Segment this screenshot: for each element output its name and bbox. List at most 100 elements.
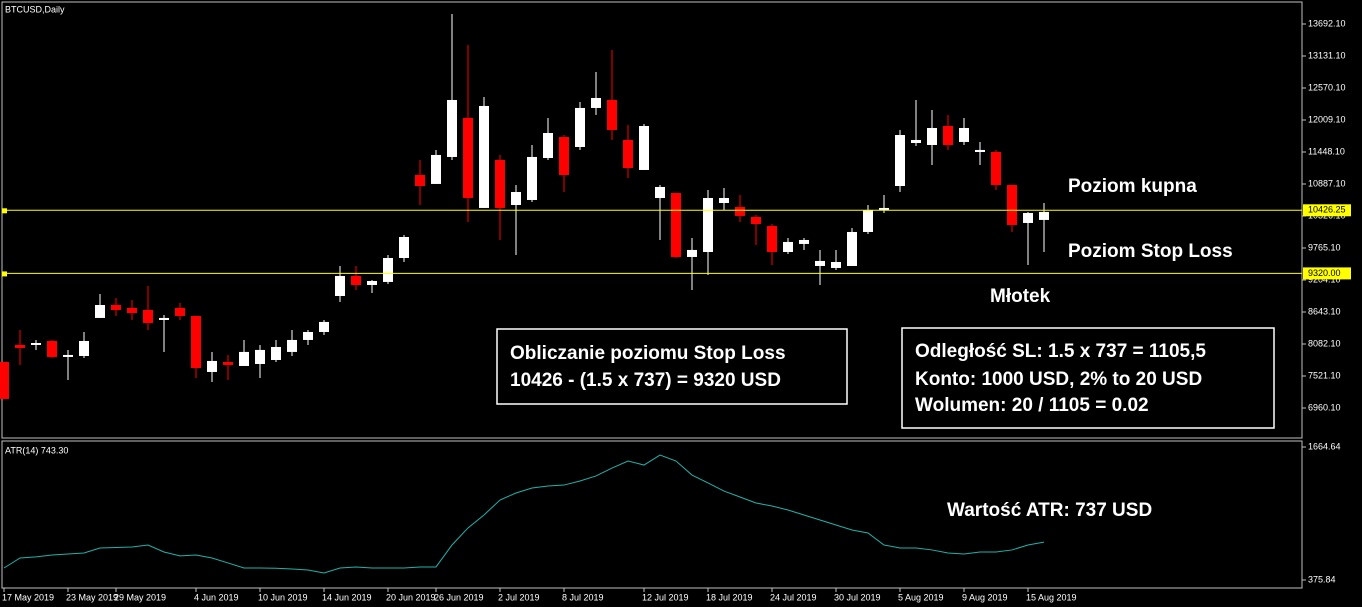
candle-body: [895, 135, 905, 187]
x-tick-label: 18 Jul 2019: [706, 592, 753, 602]
candle-body: [287, 339, 297, 352]
candle-body: [191, 315, 201, 368]
info-text: Konto: 1000 USD, 2% to 20 USD: [915, 369, 1202, 390]
candle-body: [831, 261, 841, 268]
candle-body: [751, 216, 761, 224]
candle-body: [623, 139, 633, 168]
y-tick-label: 13692.10: [1308, 18, 1346, 28]
candle-body: [847, 231, 857, 266]
atr-title: ATR(14) 743.30: [5, 445, 68, 455]
x-tick-label: 30 Jul 2019: [834, 592, 881, 602]
x-tick-label: 12 Jul 2019: [642, 592, 689, 602]
info-text: Obliczanie poziomu Stop Loss: [510, 343, 786, 364]
candle-body: [47, 340, 57, 357]
y-tick-label: 375.84: [1308, 574, 1336, 584]
candle-body: [687, 249, 697, 257]
y-tick-label: 1664.64: [1308, 441, 1341, 451]
candle-body: [175, 307, 185, 316]
candle-body: [671, 192, 681, 257]
candle-body: [975, 149, 985, 153]
candle-body: [63, 354, 73, 357]
candle-body: [1023, 212, 1033, 223]
info-text: Odległość SL: 1.5 x 737 = 1105,5: [915, 341, 1206, 362]
level-label-box: [1303, 267, 1351, 280]
candle-body: [431, 154, 441, 184]
level-marker: [2, 208, 7, 214]
x-tick-label: 20 Jun 2019: [386, 592, 436, 602]
level-marker: [2, 271, 7, 277]
candle-body: [79, 340, 89, 356]
candle-body: [879, 207, 889, 210]
candle-body: [863, 209, 873, 232]
candle-body: [367, 280, 377, 285]
annotation: Poziom Stop Loss: [1068, 241, 1233, 262]
candle-body: [591, 97, 601, 108]
x-tick-label: 10 Jun 2019: [258, 592, 308, 602]
x-tick-label: 4 Jun 2019: [194, 592, 239, 602]
y-tick-label: 8643.10: [1308, 306, 1341, 316]
candle-body: [479, 105, 489, 208]
y-tick-label: 10887.10: [1308, 178, 1346, 188]
candle-body: [127, 307, 137, 313]
candle-body: [415, 174, 425, 187]
candle-body: [0, 361, 9, 399]
info-text: 10426 - (1.5 x 737) = 9320 USD: [510, 370, 781, 391]
candle-body: [271, 346, 281, 360]
atr-line: [3, 454, 1045, 574]
candle-body: [15, 344, 25, 348]
x-tick-label: 8 Jul 2019: [562, 592, 604, 602]
x-tick-label: 17 May 2019: [2, 592, 54, 602]
y-tick-label: 8082.10: [1308, 338, 1341, 348]
candle-body: [607, 99, 617, 130]
annotation: Wartość ATR: 737 USD: [947, 500, 1152, 521]
candle-body: [783, 241, 793, 253]
candle-body: [815, 260, 825, 266]
candle-body: [543, 133, 553, 158]
x-tick-label: 9 Aug 2019: [962, 592, 1008, 602]
candle-body: [959, 127, 969, 142]
candle-body: [1039, 211, 1049, 220]
candle-body: [143, 309, 153, 323]
candle-body: [639, 125, 649, 170]
candle-body: [31, 342, 41, 345]
info-box: [496, 328, 848, 405]
candle-body: [1007, 184, 1017, 225]
candle-body: [399, 237, 409, 258]
candle-body: [703, 197, 713, 253]
candle-body: [911, 139, 921, 143]
x-tick-label: 5 Aug 2019: [898, 592, 944, 602]
candle-body: [575, 107, 585, 147]
x-tick-label: 23 May 2019: [66, 592, 118, 602]
x-tick-label: 26 Jun 2019: [434, 592, 484, 602]
candle-body: [207, 360, 217, 372]
candle-body: [111, 304, 121, 310]
chart-title: BTCUSD,Daily: [5, 4, 65, 14]
y-tick-label: 9765.10: [1308, 242, 1341, 252]
candle-body: [991, 152, 1001, 185]
info-box: [901, 327, 1275, 429]
candle-body: [463, 117, 473, 198]
level-label: 9320.00: [1308, 268, 1341, 278]
candle-body: [255, 349, 265, 364]
x-tick-label: 15 Aug 2019: [1026, 592, 1077, 602]
candle-body: [383, 257, 393, 282]
y-tick-label: 12009.10: [1308, 114, 1346, 124]
candle-body: [943, 125, 953, 145]
candle-body: [527, 156, 537, 200]
candle-body: [799, 239, 809, 244]
price-frame: [1, 1, 1303, 439]
y-tick-label: 12570.10: [1308, 82, 1346, 92]
atr-frame: [1, 440, 1303, 589]
candle-body: [559, 137, 569, 175]
candle-body: [335, 275, 345, 296]
candle-body: [319, 321, 329, 332]
x-tick-label: 2 Jul 2019: [498, 592, 540, 602]
x-tick-label: 24 Jul 2019: [770, 592, 817, 602]
y-tick-label: 7521.10: [1308, 370, 1341, 380]
candle-body: [927, 127, 937, 145]
candle-body: [303, 331, 313, 340]
candle-body: [719, 197, 729, 204]
annotation: Poziom kupna: [1068, 176, 1197, 197]
level-label: 10426.25: [1308, 205, 1346, 215]
